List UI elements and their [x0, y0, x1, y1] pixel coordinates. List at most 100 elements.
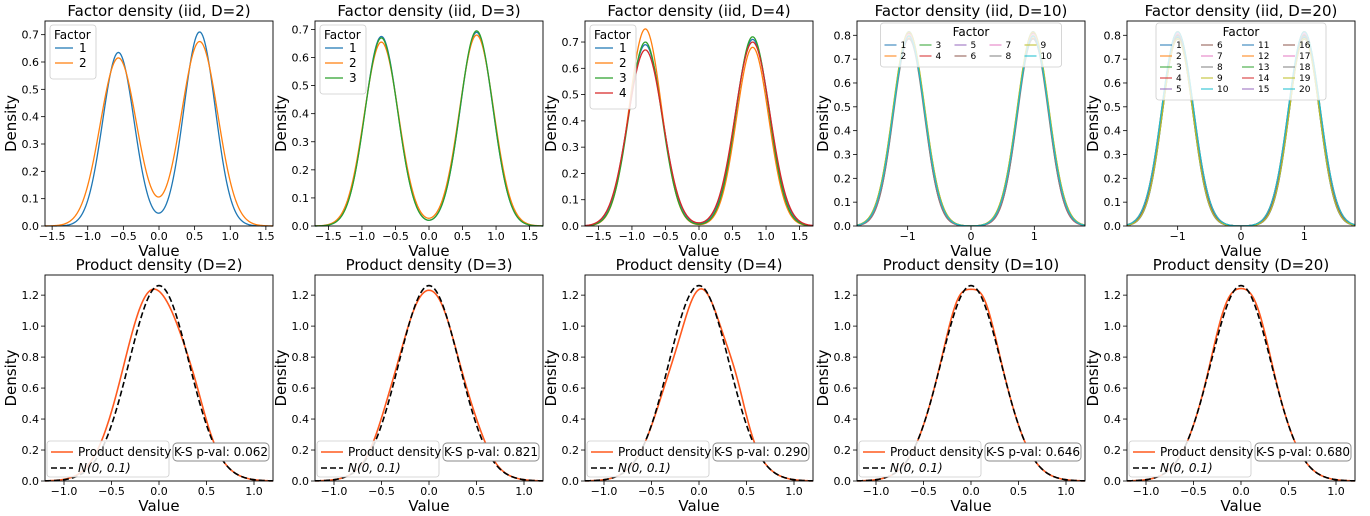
- y-tick-label: 0.7: [834, 53, 852, 66]
- x-tick-label: 0.0: [420, 230, 438, 243]
- y-tick-label: 0.1: [292, 192, 310, 205]
- x-tick-label: −1.0: [74, 230, 101, 243]
- x-tick-label: 0.5: [1280, 485, 1298, 498]
- legend-label-normal: N(0, 0.1): [890, 461, 943, 475]
- legend-box: [1128, 440, 1252, 478]
- legend-box: [46, 440, 170, 478]
- legend-label-2: 2: [619, 56, 627, 70]
- chart-title: Product density (D=20): [1153, 256, 1329, 274]
- y-tick-label: 0.5: [834, 101, 852, 114]
- y-tick-label: 0.8: [834, 351, 852, 364]
- x-tick-label: −1: [900, 230, 916, 243]
- density-line-factor-2: [314, 34, 544, 227]
- x-tick-label: −1.0: [51, 485, 78, 498]
- ks-pval-label: K-S p-val: 0.821: [444, 445, 538, 459]
- y-tick-label: 0.8: [22, 351, 40, 364]
- subplot-4: −1 0 1 0.0 0.1 0.2 0.3 0.4 0.5 0.6 0.7 0.8 Factor de…: [814, 2, 1086, 260]
- y-tick-label: 0.2: [22, 165, 40, 178]
- x-tick-label: −0.5: [110, 230, 137, 243]
- subplot-5: −1 0 1 0.0 0.1 0.2 0.3 0.4 0.5 0.6 0.7 0.8 Factor de…: [1084, 2, 1356, 260]
- y-tick-label: 0.2: [22, 444, 40, 457]
- x-tick-label: 1.0: [1057, 485, 1075, 498]
- y-axis-label: Density: [1084, 349, 1102, 406]
- legend-label-9: 9: [1217, 74, 1223, 84]
- legend-label-2: 2: [349, 56, 357, 70]
- y-tick-label: 1.0: [834, 320, 852, 333]
- y-tick-label: 0.4: [1104, 413, 1122, 426]
- legend-box: [586, 440, 710, 478]
- legend-label-2: 2: [79, 56, 87, 70]
- legend-label-product: Product density: [890, 445, 983, 459]
- x-axis-label: Value: [1220, 497, 1261, 515]
- legend-label-normal: N(0, 0.1): [1160, 461, 1213, 475]
- y-tick-label: 0.6: [22, 382, 40, 395]
- y-tick-label: 0.2: [1104, 444, 1122, 457]
- x-tick-label: 0.5: [186, 230, 204, 243]
- density-line-factor-3: [584, 36, 814, 227]
- legend-box: [1155, 22, 1327, 101]
- x-tick-label: 0.5: [468, 485, 486, 498]
- x-tick-label: 0.5: [724, 230, 742, 243]
- x-tick-label: 0.5: [454, 230, 472, 243]
- legend-label-3: 3: [349, 71, 357, 85]
- legend-label-18: 18: [1299, 63, 1311, 73]
- chart-title: Product density (D=2): [76, 256, 243, 274]
- x-tick-label: 1.0: [757, 230, 775, 243]
- x-tick-label: 1.0: [1327, 485, 1345, 498]
- x-tick-label: −0.5: [382, 230, 409, 243]
- legend-label-product: Product density: [618, 445, 711, 459]
- x-tick-label: 1.5: [257, 230, 275, 243]
- density-line-factor-1: [45, 31, 273, 227]
- y-tick-label: 0.8: [562, 351, 580, 364]
- y-axis-label: Density: [1084, 95, 1102, 152]
- x-axis-label: Value: [950, 497, 991, 515]
- y-tick-label: 0.8: [1104, 351, 1122, 364]
- y-tick-label: 0.3: [22, 138, 40, 151]
- y-tick-label: 0.8: [834, 29, 852, 42]
- legend-label-normal: N(0, 0.1): [618, 461, 671, 475]
- y-tick-label: 0.4: [22, 111, 40, 124]
- y-tick-label: 0.0: [22, 475, 40, 488]
- legend: Product density N(0, 0.1): [46, 440, 171, 478]
- y-tick-label: 0.6: [834, 382, 852, 395]
- y-tick-label: 0.7: [1104, 53, 1122, 66]
- legend-label-2: 2: [1176, 52, 1182, 62]
- subplot-6: −1.0 −0.5 0.0 0.5 1.0 0.0 0.2 0.4 0.6 0.8 1.0 1.2 Pr…: [2, 256, 274, 515]
- y-tick-label: 0.3: [562, 141, 580, 154]
- legend-label-normal: N(0, 0.1): [78, 461, 131, 475]
- legend-title: Factor: [953, 25, 990, 39]
- y-tick-label: 1.2: [562, 289, 580, 302]
- x-tick-label: 0.0: [962, 485, 980, 498]
- legend-label-6: 6: [971, 52, 977, 62]
- x-axis-label: Value: [138, 497, 179, 515]
- y-tick-label: 0.6: [834, 77, 852, 90]
- ks-pval-box: [1254, 442, 1352, 462]
- subplot-3: −1.5 −1.0 −0.5 0.0 0.5 1.0 1.5 0.0 0.1 0.2 0.3 0.4 0…: [542, 2, 814, 260]
- y-axis-label: Density: [272, 95, 290, 152]
- x-tick-label: 0.5: [738, 485, 756, 498]
- ks-pval-box: [172, 442, 270, 462]
- legend-label-6: 6: [1217, 41, 1223, 51]
- y-tick-label: 0.1: [562, 194, 580, 207]
- legend-label-10: 10: [1217, 85, 1229, 95]
- legend-label-15: 15: [1258, 85, 1269, 95]
- y-tick-label: 0.8: [292, 351, 310, 364]
- legend-label-20: 20: [1299, 85, 1311, 95]
- x-tick-label: 0.0: [690, 485, 708, 498]
- y-tick-label: 0.4: [292, 108, 310, 121]
- x-tick-label: 0.5: [198, 485, 216, 498]
- legend: Product density N(0, 0.1): [316, 440, 441, 478]
- chart-title: Factor density (iid, D=20): [1145, 2, 1338, 20]
- legend-label-product: Product density: [78, 445, 171, 459]
- y-tick-label: 0.2: [834, 172, 852, 185]
- y-tick-label: 0.0: [562, 220, 580, 233]
- y-tick-label: 1.0: [562, 320, 580, 333]
- legend-label-4: 4: [619, 86, 627, 100]
- legend-label-5: 5: [1176, 85, 1182, 95]
- x-tick-label: −1.5: [39, 230, 66, 243]
- y-tick-label: 0.6: [292, 52, 310, 65]
- legend-label-4: 4: [936, 52, 942, 62]
- legend-box: [316, 440, 440, 478]
- x-axis-label: Value: [408, 497, 449, 515]
